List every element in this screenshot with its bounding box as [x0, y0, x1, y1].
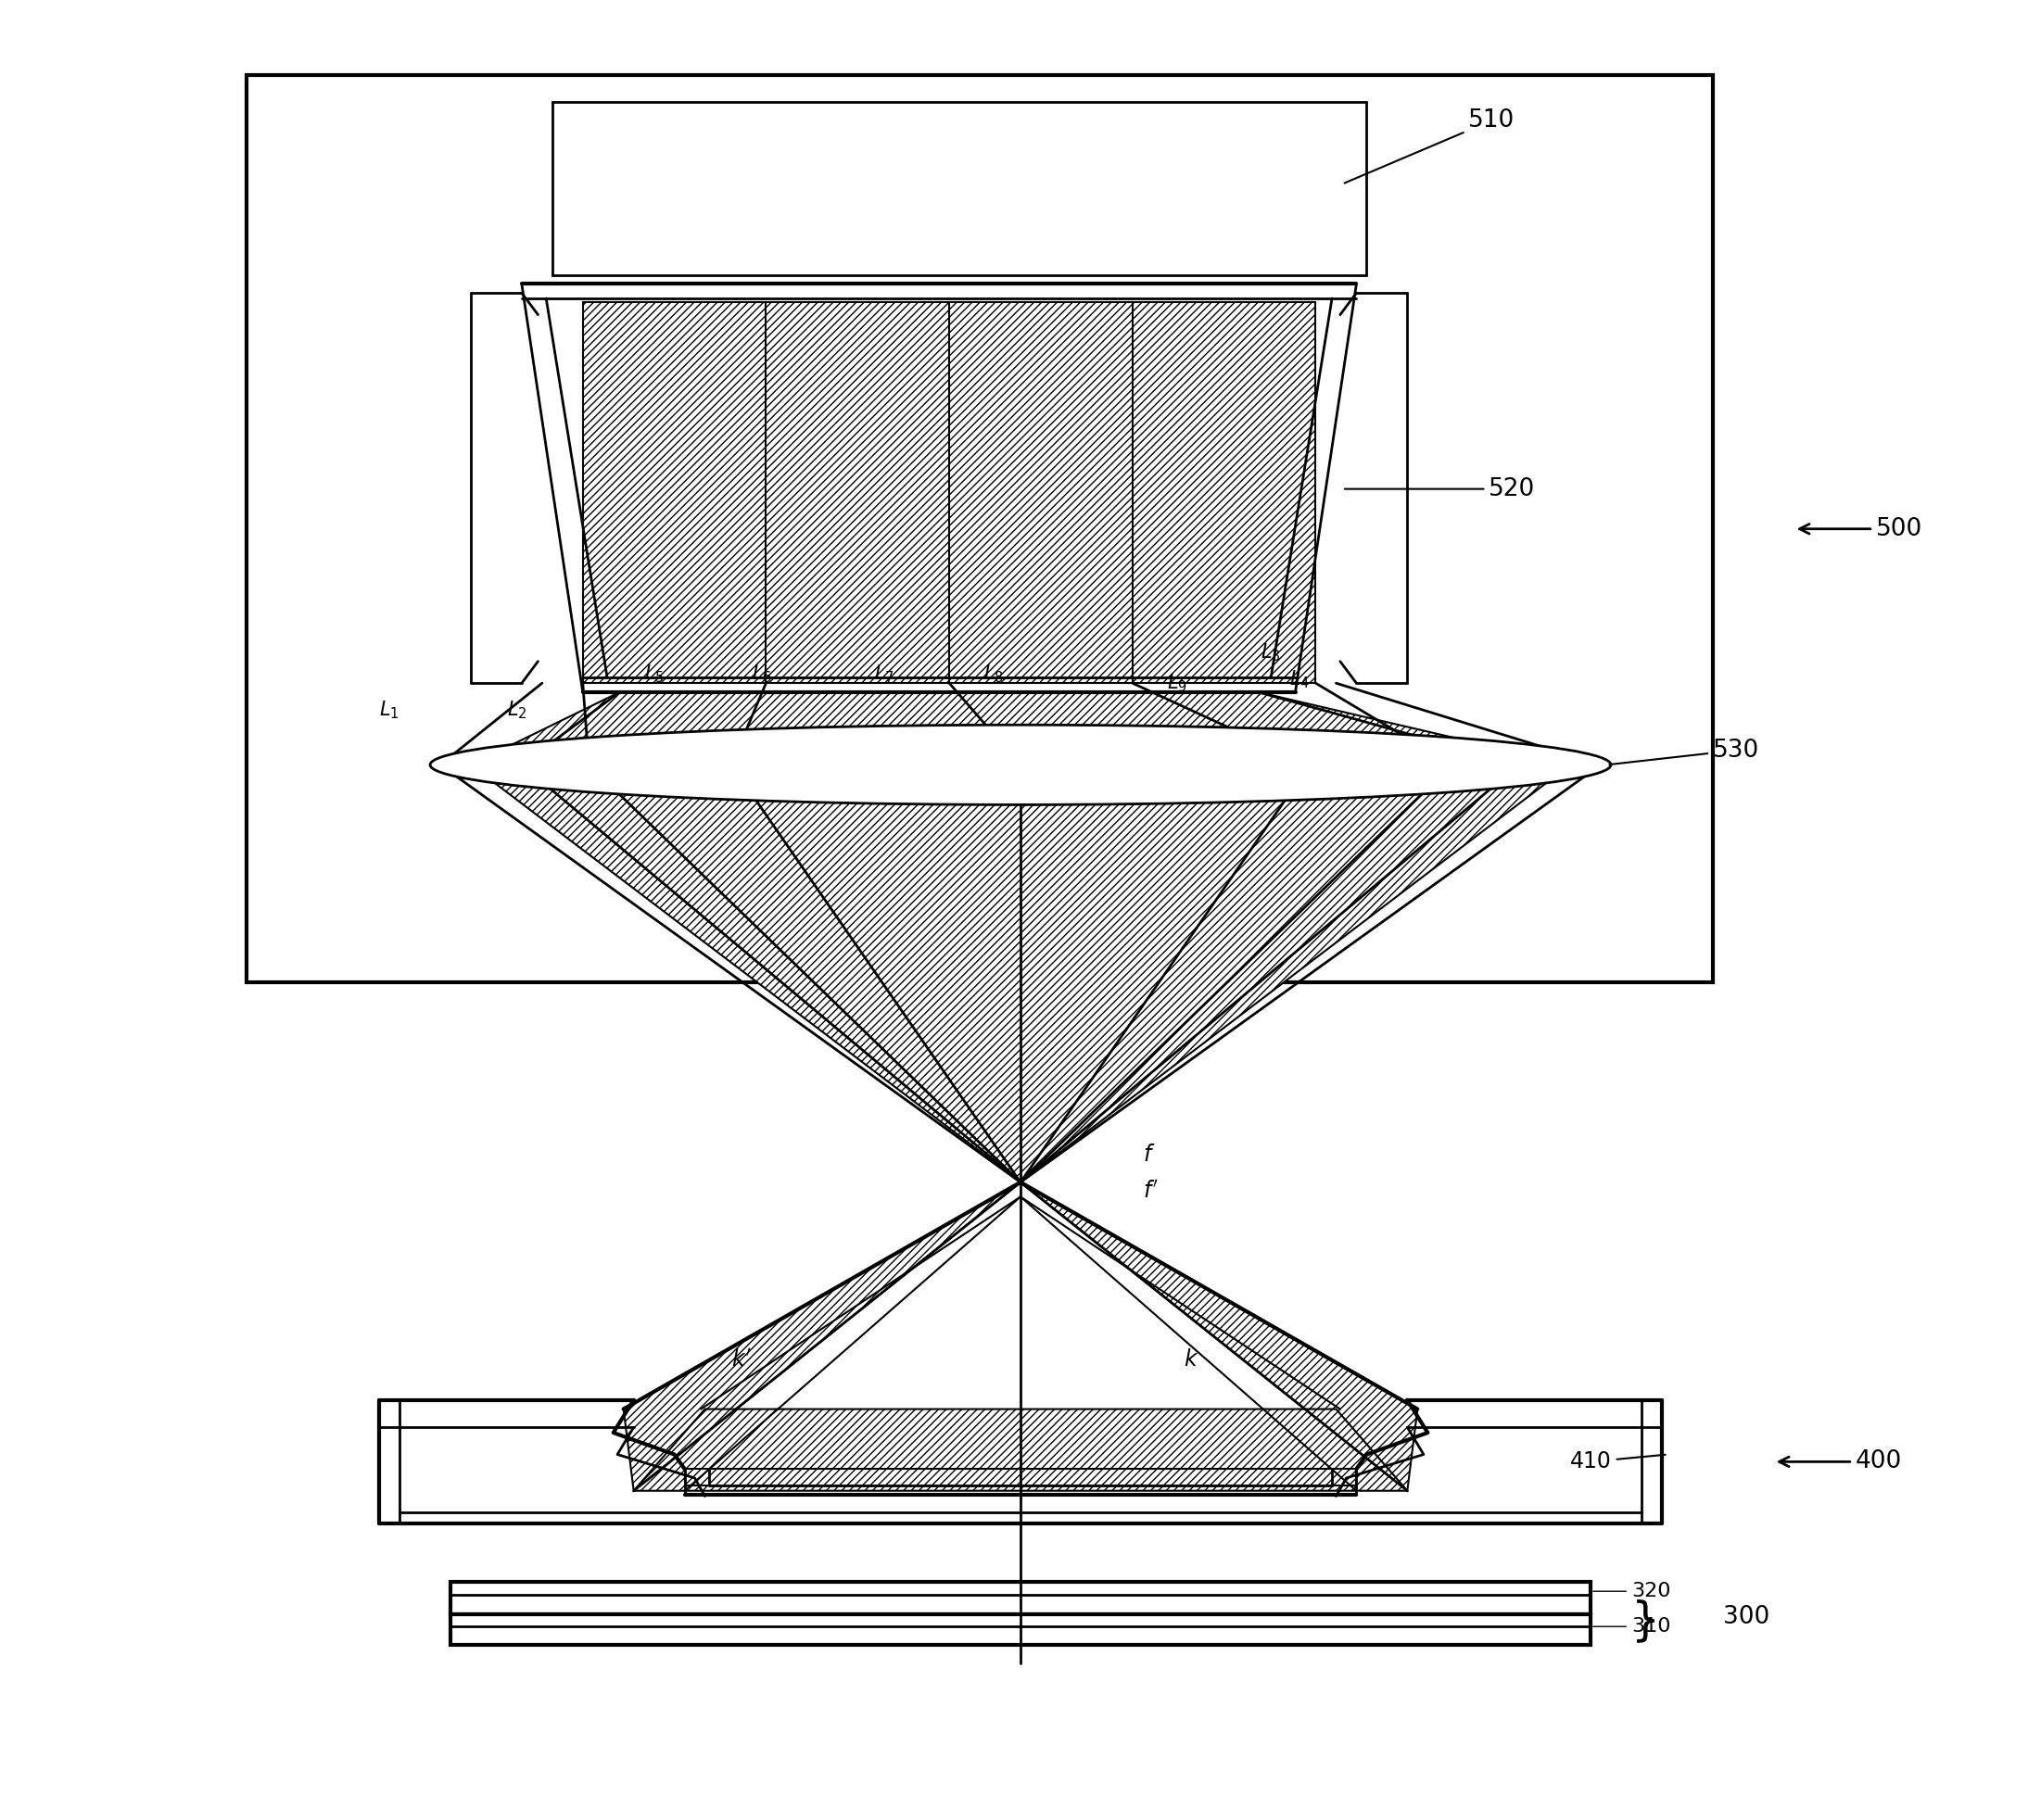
Polygon shape [684, 1469, 1357, 1485]
Polygon shape [584, 302, 1316, 682]
Bar [247, 75, 1712, 983]
Text: $L_2$: $L_2$ [508, 699, 527, 721]
Polygon shape [1020, 1183, 1418, 1491]
Text: $L_6$: $L_6$ [751, 662, 771, 684]
Polygon shape [633, 1409, 1408, 1491]
Text: 320: 320 [1594, 1582, 1672, 1600]
Polygon shape [471, 692, 1570, 764]
Text: 410: 410 [1570, 1451, 1665, 1472]
Text: $L_5$: $L_5$ [643, 662, 663, 684]
Text: $f$: $f$ [1143, 1145, 1155, 1165]
Text: 400: 400 [1780, 1451, 1902, 1474]
Text: 530: 530 [1610, 739, 1759, 764]
Text: 520: 520 [1345, 477, 1535, 500]
Text: 500: 500 [1800, 517, 1923, 541]
Text: $k$: $k$ [1184, 1349, 1198, 1370]
Text: $L_9$: $L_9$ [1167, 672, 1188, 693]
Bar [553, 102, 1367, 275]
Text: $f'$: $f'$ [1143, 1181, 1157, 1203]
Text: }: } [1631, 1598, 1659, 1643]
Text: 510: 510 [1345, 109, 1514, 184]
Text: $L_8$: $L_8$ [984, 662, 1004, 684]
Polygon shape [471, 764, 1570, 1183]
Text: $L_3$: $L_3$ [1261, 641, 1282, 662]
Text: $k'$: $k'$ [731, 1349, 751, 1370]
Text: $L_1$: $L_1$ [380, 699, 400, 721]
Ellipse shape [431, 724, 1610, 804]
Text: $L_7$: $L_7$ [874, 662, 894, 684]
Text: 310: 310 [1594, 1618, 1672, 1636]
Bar [451, 1614, 1590, 1645]
Text: $L_4$: $L_4$ [1290, 668, 1310, 690]
Polygon shape [623, 1183, 1020, 1491]
Bar [451, 1582, 1590, 1614]
Text: 300: 300 [1723, 1605, 1770, 1629]
